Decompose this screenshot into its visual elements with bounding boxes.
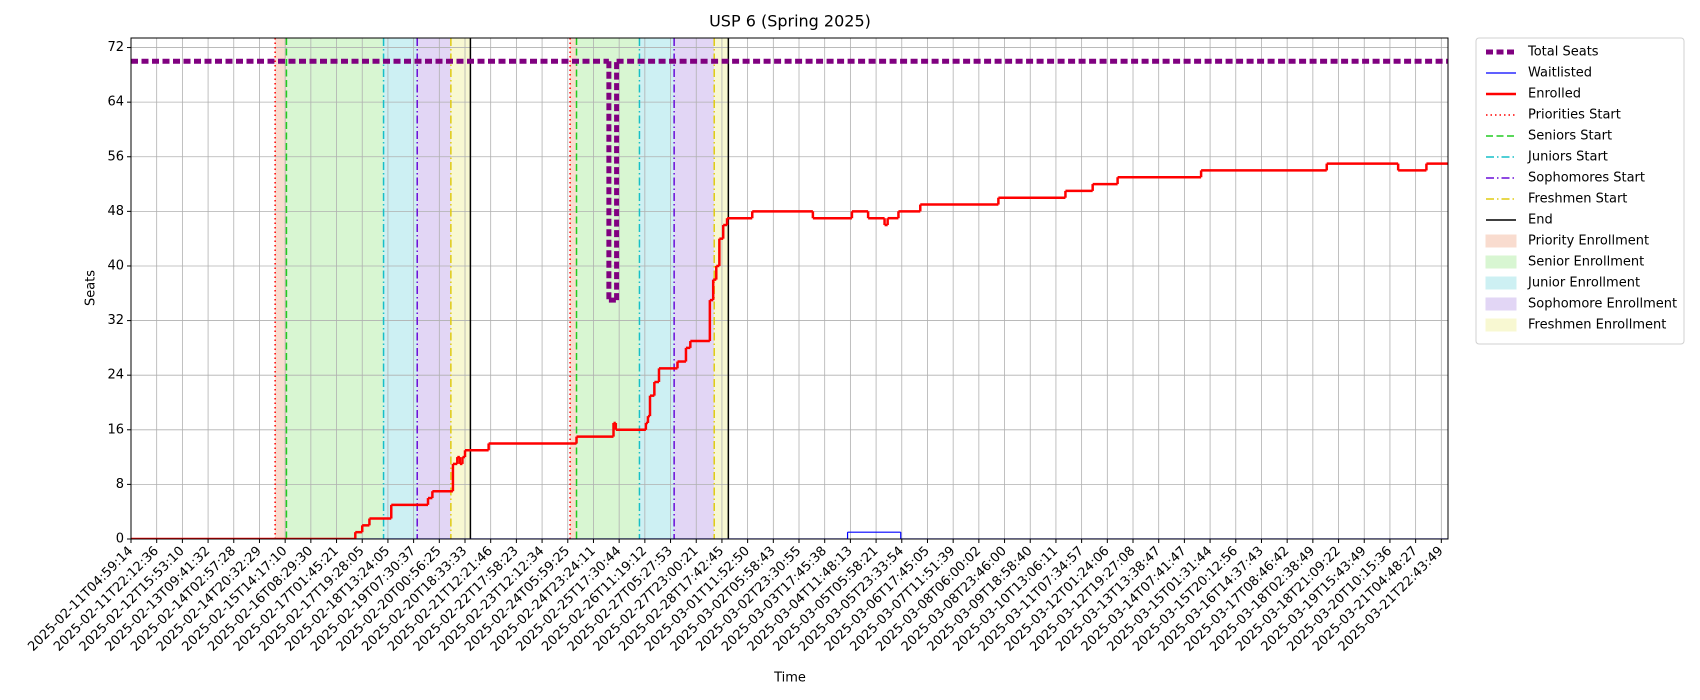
legend: Total Seats Waitlisted Enrolled Priorities … [1475, 37, 1685, 345]
legend-label: Junior Enrollment [1527, 276, 1640, 291]
y-axis-label: Seats [84, 270, 99, 306]
legend-label: Waitlisted [1528, 66, 1592, 81]
y-tick-label: 16 [107, 422, 124, 437]
y-tick-label: 64 [107, 95, 124, 110]
plot-frame [130, 37, 1449, 540]
legend-label: Sophomores Start [1528, 171, 1645, 186]
legend-handle [1485, 318, 1517, 332]
legend-label: Freshmen Enrollment [1528, 318, 1666, 333]
legend-box [1475, 37, 1685, 345]
x-axis-label: Time [773, 671, 806, 686]
plot-area [131, 38, 1448, 539]
legend-label: Priority Enrollment [1528, 234, 1649, 249]
enrollment-span [450, 38, 471, 539]
enrollment-span [286, 38, 384, 539]
axes: 2025-02-11T04:59:142025-02-11T22:12:3620… [25, 37, 1449, 655]
y-tick-label: 72 [107, 40, 124, 55]
enrollment-span [275, 38, 287, 539]
enrollment-span [417, 38, 451, 539]
legend-handle [1485, 276, 1517, 290]
legend-label: End [1528, 213, 1553, 228]
enrollment-span [674, 38, 715, 539]
legend-label: Total Seats [1527, 45, 1599, 60]
legend-label: Sophomore Enrollment [1528, 297, 1677, 312]
legend-label: Enrolled [1528, 87, 1581, 102]
y-tick-label: 24 [107, 368, 124, 383]
legend-label: Seniors Start [1528, 129, 1612, 144]
enrollment-span [570, 38, 577, 539]
y-tick-label: 56 [107, 149, 124, 164]
enrollment-span [714, 38, 729, 539]
legend-handle [1485, 297, 1517, 311]
y-tick-label: 32 [107, 313, 124, 328]
legend-label: Freshmen Start [1528, 192, 1627, 207]
y-tick-label: 48 [107, 204, 124, 219]
legend-handle [1485, 255, 1517, 269]
y-tick-label: 40 [107, 258, 124, 273]
legend-handle [1485, 234, 1517, 248]
enrollment-span [383, 38, 418, 539]
legend-label: Juniors Start [1527, 150, 1608, 165]
legend-label: Senior Enrollment [1528, 255, 1644, 270]
y-tick-label: 8 [116, 477, 124, 492]
y-tick-label: 0 [116, 532, 124, 547]
chart-title: USP 6 (Spring 2025) [709, 12, 871, 31]
legend-label: Priorities Start [1528, 108, 1621, 123]
